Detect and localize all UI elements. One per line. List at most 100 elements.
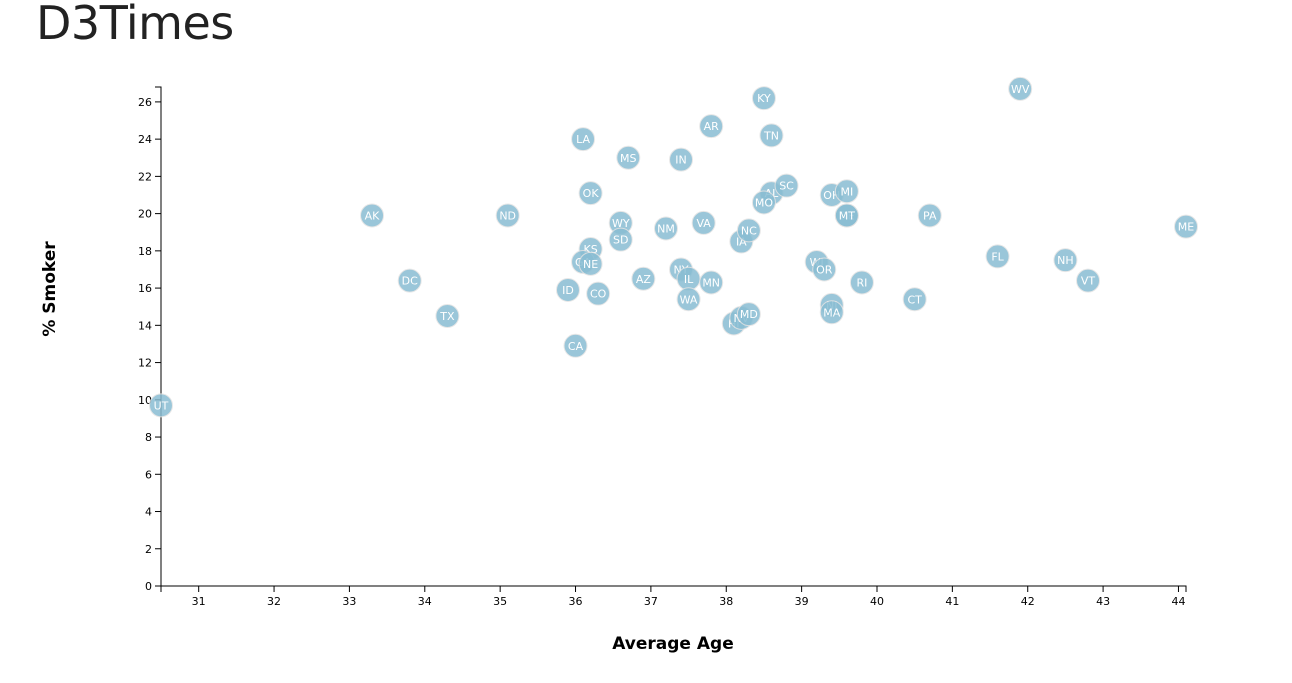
y-tick: 24 bbox=[138, 133, 161, 146]
state-circle[interactable] bbox=[631, 266, 656, 291]
state-circle[interactable] bbox=[1053, 248, 1078, 273]
state-circle[interactable] bbox=[985, 244, 1010, 269]
state-circle[interactable] bbox=[819, 300, 844, 325]
state-point-mi[interactable]: MI bbox=[834, 179, 859, 204]
x-tick-label: 42 bbox=[1021, 595, 1035, 608]
state-point-ar[interactable]: AR bbox=[699, 114, 724, 139]
x-tick: 43 bbox=[1096, 586, 1110, 608]
state-point-la[interactable]: LA bbox=[571, 127, 596, 152]
state-circle[interactable] bbox=[736, 218, 761, 243]
state-point-vt[interactable]: VT bbox=[1076, 268, 1101, 293]
state-circle[interactable] bbox=[495, 203, 520, 228]
state-circle[interactable] bbox=[849, 270, 874, 295]
state-point-az[interactable]: AZ bbox=[631, 266, 656, 291]
state-point-pa[interactable]: PA bbox=[917, 203, 942, 228]
y-tick: 16 bbox=[138, 282, 161, 295]
state-point-co[interactable]: CO bbox=[586, 281, 611, 306]
state-circle[interactable] bbox=[759, 123, 784, 148]
state-point-ms[interactable]: MS bbox=[616, 145, 641, 170]
state-circle[interactable] bbox=[812, 257, 837, 282]
x-tick: 42 bbox=[1021, 586, 1035, 608]
state-point-tn[interactable]: TN bbox=[759, 123, 784, 148]
state-point-me[interactable]: ME bbox=[1174, 214, 1198, 239]
state-circle[interactable] bbox=[917, 203, 942, 228]
state-point-wy[interactable]: WY bbox=[608, 210, 633, 235]
state-point-tx[interactable]: TX bbox=[435, 304, 460, 329]
state-point-ky[interactable]: KY bbox=[751, 86, 776, 111]
state-circle[interactable] bbox=[555, 277, 580, 302]
state-point-il[interactable]: IL bbox=[676, 266, 701, 291]
state-point-wa[interactable]: WA bbox=[676, 287, 701, 312]
x-tick: 39 bbox=[795, 586, 809, 608]
y-axis-label[interactable]: % Smoker bbox=[40, 241, 60, 337]
state-label: MD bbox=[740, 308, 758, 321]
x-tick-label: 32 bbox=[267, 595, 281, 608]
state-circle[interactable] bbox=[1076, 268, 1101, 293]
state-label: CO bbox=[590, 288, 607, 301]
state-circle[interactable] bbox=[736, 302, 761, 327]
state-point-va[interactable]: VA bbox=[691, 210, 716, 235]
state-point-ok[interactable]: OK bbox=[578, 181, 603, 206]
state-point-ma[interactable]: MA bbox=[819, 300, 844, 325]
state-circle[interactable] bbox=[902, 287, 927, 312]
state-circle[interactable] bbox=[834, 203, 859, 228]
state-point-nd[interactable]: ND bbox=[495, 203, 520, 228]
state-circle[interactable] bbox=[774, 173, 799, 198]
state-point-id[interactable]: ID bbox=[555, 277, 580, 302]
state-circle[interactable] bbox=[676, 287, 701, 312]
state-point-ut[interactable]: UT bbox=[149, 393, 173, 418]
y-tick-label: 12 bbox=[138, 357, 152, 370]
state-circle[interactable] bbox=[571, 127, 596, 152]
state-point-mt[interactable]: MT bbox=[834, 203, 859, 228]
state-circle[interactable] bbox=[653, 216, 678, 241]
state-circle[interactable] bbox=[563, 333, 588, 358]
state-point-ca[interactable]: CA bbox=[563, 333, 588, 358]
y-tick-label: 26 bbox=[138, 96, 152, 109]
state-point-ri[interactable]: RI bbox=[849, 270, 874, 295]
state-circle[interactable] bbox=[1174, 214, 1198, 239]
state-circle[interactable] bbox=[360, 203, 385, 228]
scatter-points: UTAKDCTXNDCAIDCOLAOKKSGANEMSWYSDAZINNMNY… bbox=[149, 76, 1198, 418]
state-point-mo[interactable]: MO bbox=[751, 190, 776, 215]
state-point-fl[interactable]: FL bbox=[985, 244, 1010, 269]
state-circle[interactable] bbox=[751, 190, 776, 215]
state-point-ct[interactable]: CT bbox=[902, 287, 927, 312]
x-tick-label: 43 bbox=[1096, 595, 1110, 608]
state-circle[interactable] bbox=[699, 270, 724, 295]
state-point-dc[interactable]: DC bbox=[397, 268, 422, 293]
state-point-wv[interactable]: WV bbox=[1008, 76, 1033, 101]
state-point-mn[interactable]: MN bbox=[699, 270, 724, 295]
state-circle[interactable] bbox=[435, 304, 460, 329]
state-point-sd[interactable]: SD bbox=[608, 227, 633, 252]
state-point-nh[interactable]: NH bbox=[1053, 248, 1078, 273]
y-tick: 26 bbox=[138, 96, 161, 109]
state-circle[interactable] bbox=[691, 210, 716, 235]
state-point-ne[interactable]: NE bbox=[578, 251, 603, 276]
state-point-md[interactable]: MD bbox=[736, 302, 761, 327]
state-point-sc[interactable]: SC bbox=[774, 173, 799, 198]
state-point-nc[interactable]: NC bbox=[736, 218, 761, 243]
state-circle[interactable] bbox=[699, 114, 724, 139]
state-label: MI bbox=[840, 185, 853, 198]
state-circle[interactable] bbox=[149, 393, 173, 418]
state-circle[interactable] bbox=[751, 86, 776, 111]
state-label: RI bbox=[856, 277, 867, 290]
state-point-in[interactable]: IN bbox=[669, 147, 694, 172]
state-circle[interactable] bbox=[578, 251, 603, 276]
state-circle[interactable] bbox=[1008, 76, 1033, 101]
x-tick-label: 33 bbox=[342, 595, 356, 608]
state-point-or[interactable]: OR bbox=[812, 257, 837, 282]
state-circle[interactable] bbox=[397, 268, 422, 293]
state-point-ak[interactable]: AK bbox=[360, 203, 385, 228]
state-circle[interactable] bbox=[586, 281, 611, 306]
state-circle[interactable] bbox=[834, 179, 859, 204]
x-tick: 40 bbox=[870, 586, 884, 608]
state-circle[interactable] bbox=[608, 227, 633, 252]
state-label: PA bbox=[923, 209, 937, 222]
state-circle[interactable] bbox=[616, 145, 641, 170]
state-point-nm[interactable]: NM bbox=[653, 216, 678, 241]
state-circle[interactable] bbox=[578, 181, 603, 206]
x-axis-label[interactable]: Average Age bbox=[612, 634, 734, 654]
x-tick: 33 bbox=[342, 586, 356, 608]
state-circle[interactable] bbox=[669, 147, 694, 172]
